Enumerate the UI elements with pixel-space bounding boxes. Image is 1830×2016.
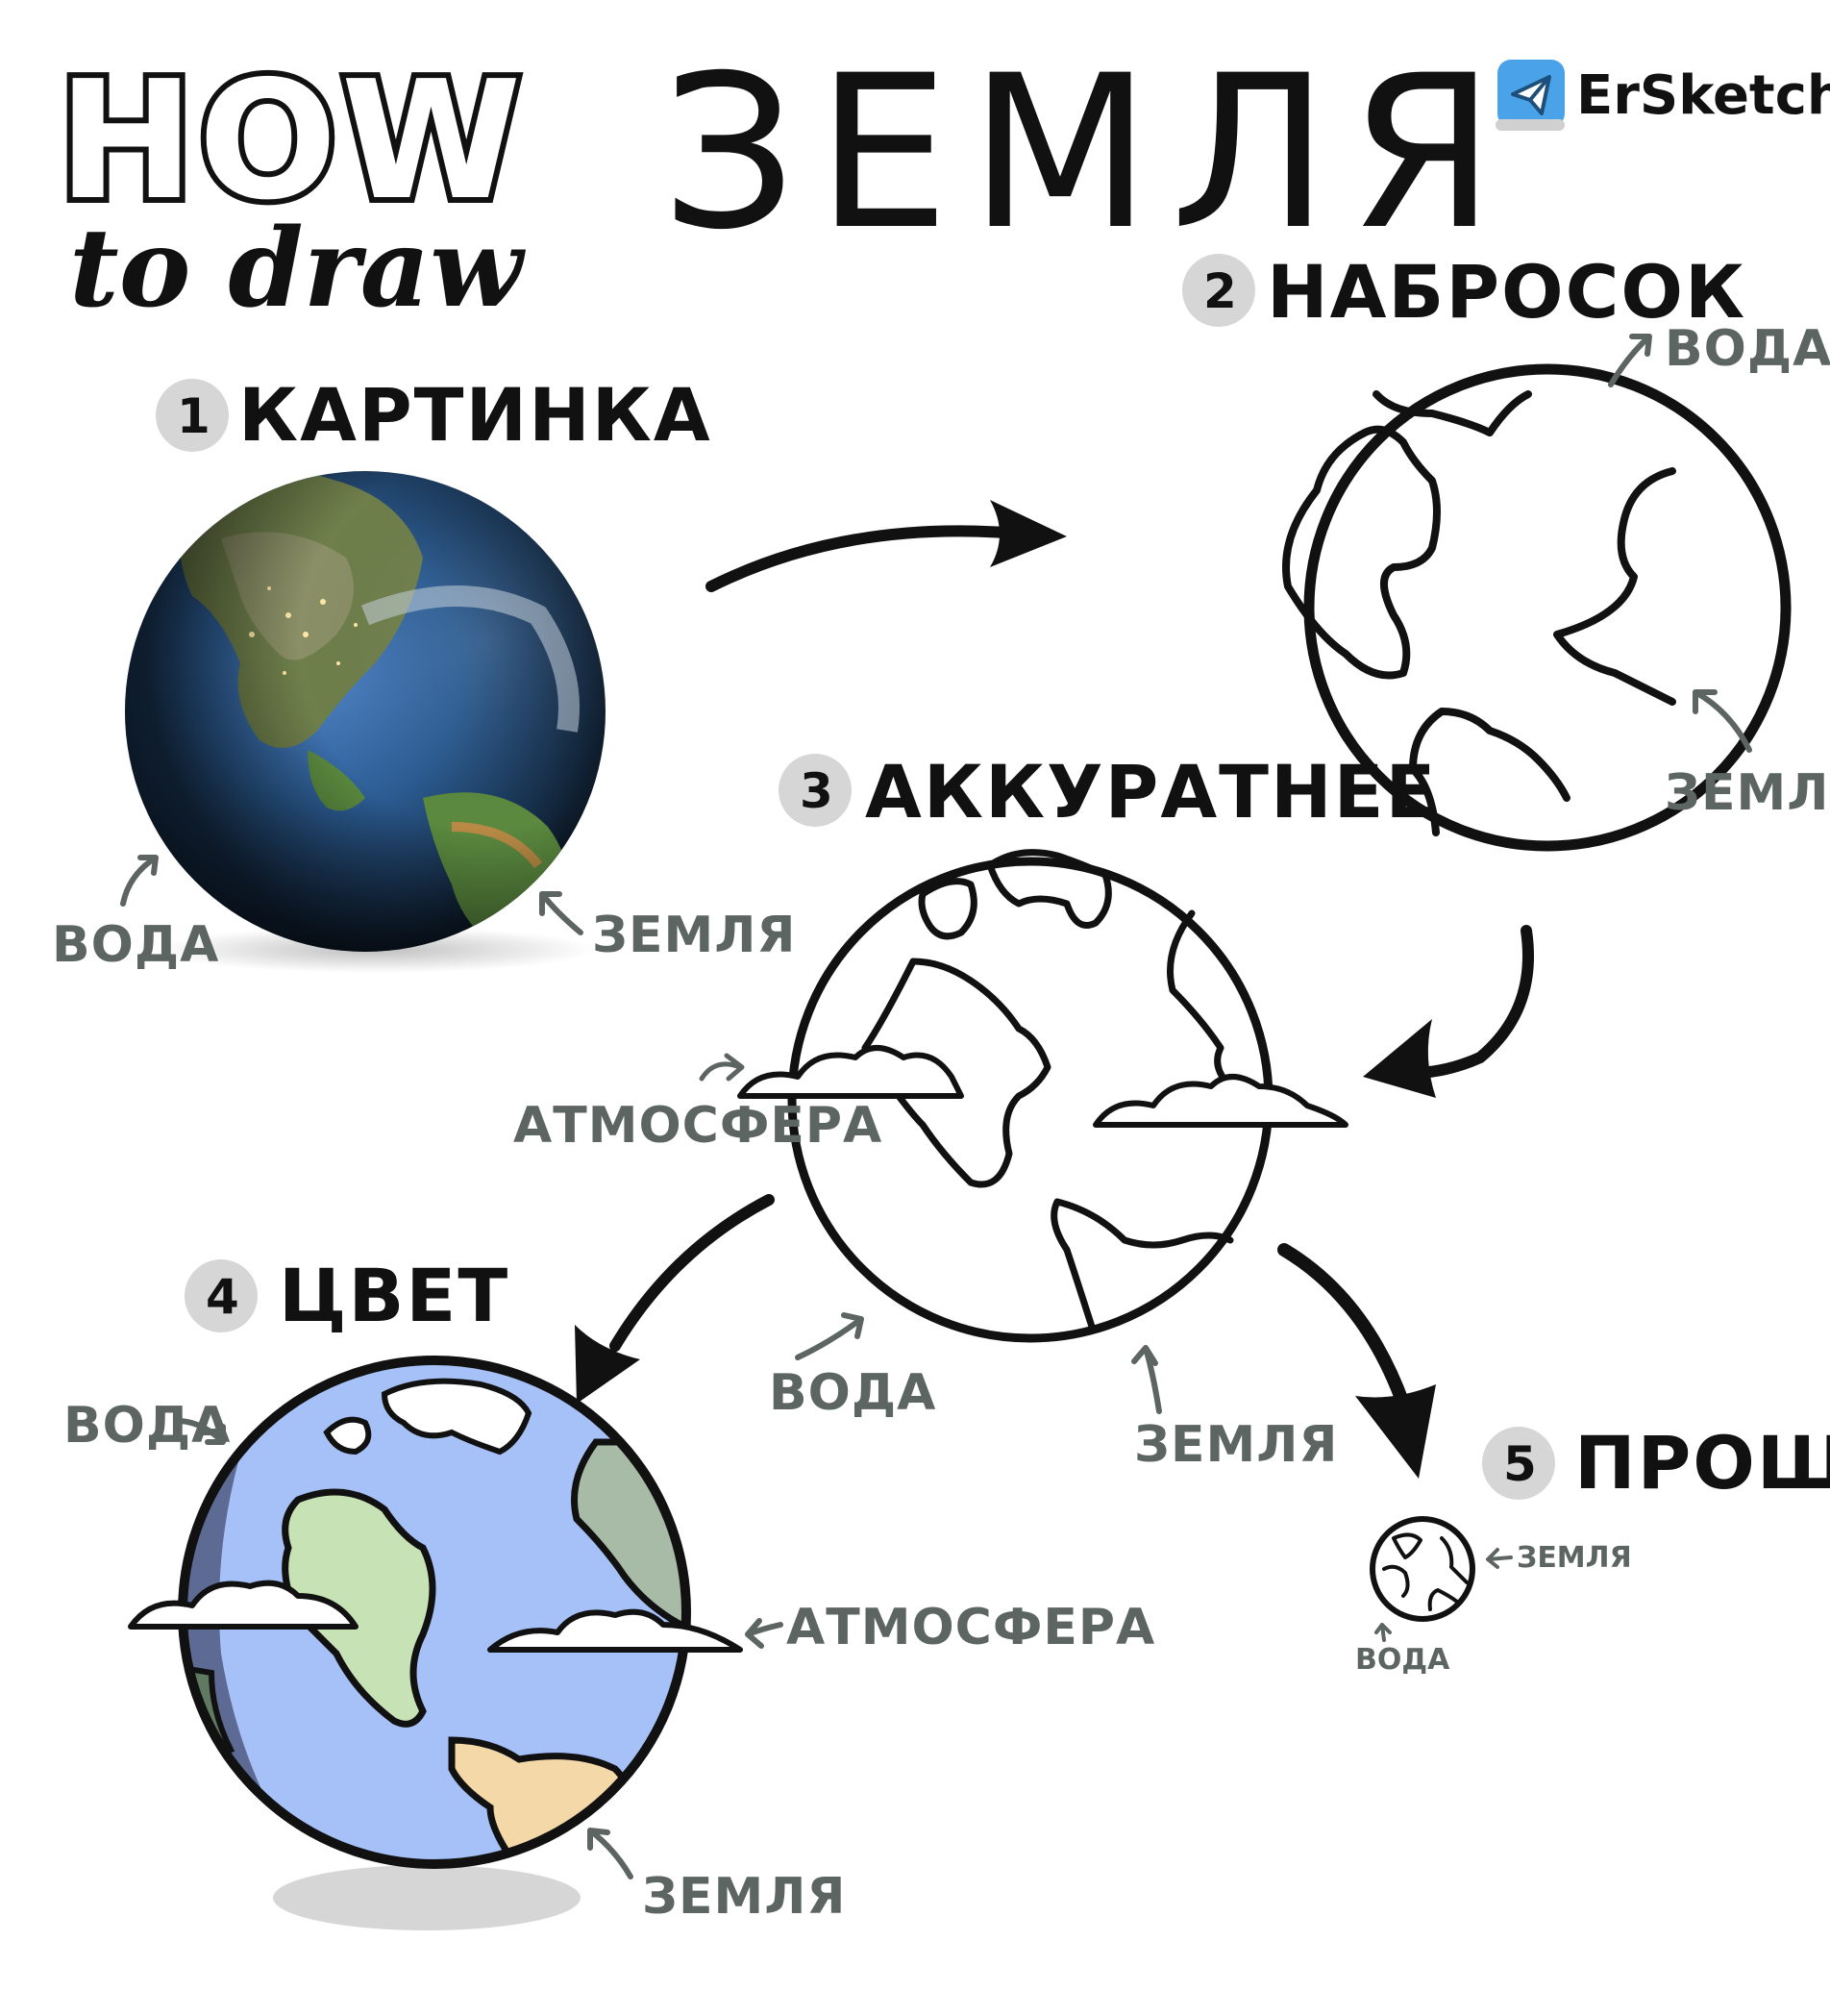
step-4-badge [185,1259,258,1332]
step-3-cloud-left [737,1045,964,1099]
to-draw-heading: to draw [69,206,526,332]
step-4-cloud-right [487,1608,743,1653]
page-title: ЗЕМЛЯ [661,30,1515,276]
step-5-land-label: ЗЕМЛЯ [1517,1541,1632,1575]
step-3-atmosphere-annotation: АТМОСФЕРА [513,1053,882,1155]
step-2-land-annotation: ЗЕМЛЯ [1665,689,1830,822]
brand-badge[interactable]: ErSketch [1496,60,1830,131]
arrow-step2-to-step3 [1363,925,1534,1098]
step-4-land-label: ЗЕМЛЯ [642,1868,846,1926]
arrow-step1-to-step2 [705,500,1067,592]
step-4-cloud-left [128,1580,359,1630]
step-3-land-annotation: ЗЕМЛЯ [1131,1345,1338,1474]
step-2-number: 2 [1203,263,1237,319]
telegram-icon [1496,60,1565,131]
brand-name: ErSketch [1576,64,1830,127]
step-4-atmosphere-annotation: АТМОСФЕРА [745,1599,1155,1656]
step-4-label: ЦВЕТ [279,1253,509,1338]
how-heading: HOW [58,46,525,236]
step-4-land-annotation: ЗЕМЛЯ [587,1828,846,1926]
step-3-land-label: ЗЕМЛЯ [1134,1416,1338,1474]
arrow-step3-to-step5 [1277,1243,1436,1479]
step-5-earth-mini [1370,1516,1475,1622]
step-4-water-annotation: ВОДА [63,1397,230,1455]
step-2-badge [1182,254,1255,327]
step-5-header: 5 ПРОЩЕ [1482,1420,1830,1506]
step-4-atmosphere-label: АТМОСФЕРА [786,1599,1155,1656]
step-4-number: 4 [206,1269,239,1325]
step-1-water-annotation: ВОДА [52,855,219,974]
step-2-header: 2 НАБРОСОК [1182,249,1746,335]
step-1-number: 1 [177,388,210,444]
step-1-water-label: ВОДА [52,916,219,974]
step-3-cloud-right [1093,1074,1348,1128]
step-1-earth-photo [125,471,606,973]
step-4-header: 4 ЦВЕТ [185,1253,509,1338]
step-2-water-label: ВОДА [1665,320,1830,378]
step-2-earth-sketch [1282,363,1792,852]
step-5-land-annotation: ЗЕМЛЯ [1486,1541,1632,1575]
step-5-label: ПРОЩЕ [1574,1420,1830,1506]
step-5-water-label: ВОДА [1355,1643,1450,1677]
how-to-draw-logo: HOW to draw [52,40,527,332]
step-3-water-label: ВОДА [769,1364,936,1422]
step-1-land-annotation: ЗЕМЛЯ [539,891,796,964]
step-1-badge [156,379,229,452]
step-3-badge [779,754,852,827]
step-3-atmosphere-label: АТМОСФЕРА [513,1097,882,1155]
arrow-step3-to-step4 [575,1194,775,1404]
step-2-water-annotation: ВОДА [1608,320,1830,387]
step-3-header: 3 АККУРАТНЕЕ [779,749,1437,834]
step-2-land-label: ЗЕМЛЯ [1665,764,1830,822]
step-1-land-label: ЗЕМЛЯ [592,907,796,964]
step-2-label: НАБРОСОК [1267,249,1746,335]
step-5-badge [1482,1427,1555,1500]
step-3-water-annotation: ВОДА [769,1312,936,1422]
step-1-header: 1 КАРТИНКА [156,372,712,458]
step-3-number: 3 [800,763,833,819]
step-1-label: КАРТИНКА [238,372,712,458]
step-5-water-annotation: ВОДА [1355,1623,1450,1677]
step-3-label: АККУРАТНЕЕ [865,749,1437,834]
step-5-number: 5 [1503,1436,1537,1492]
